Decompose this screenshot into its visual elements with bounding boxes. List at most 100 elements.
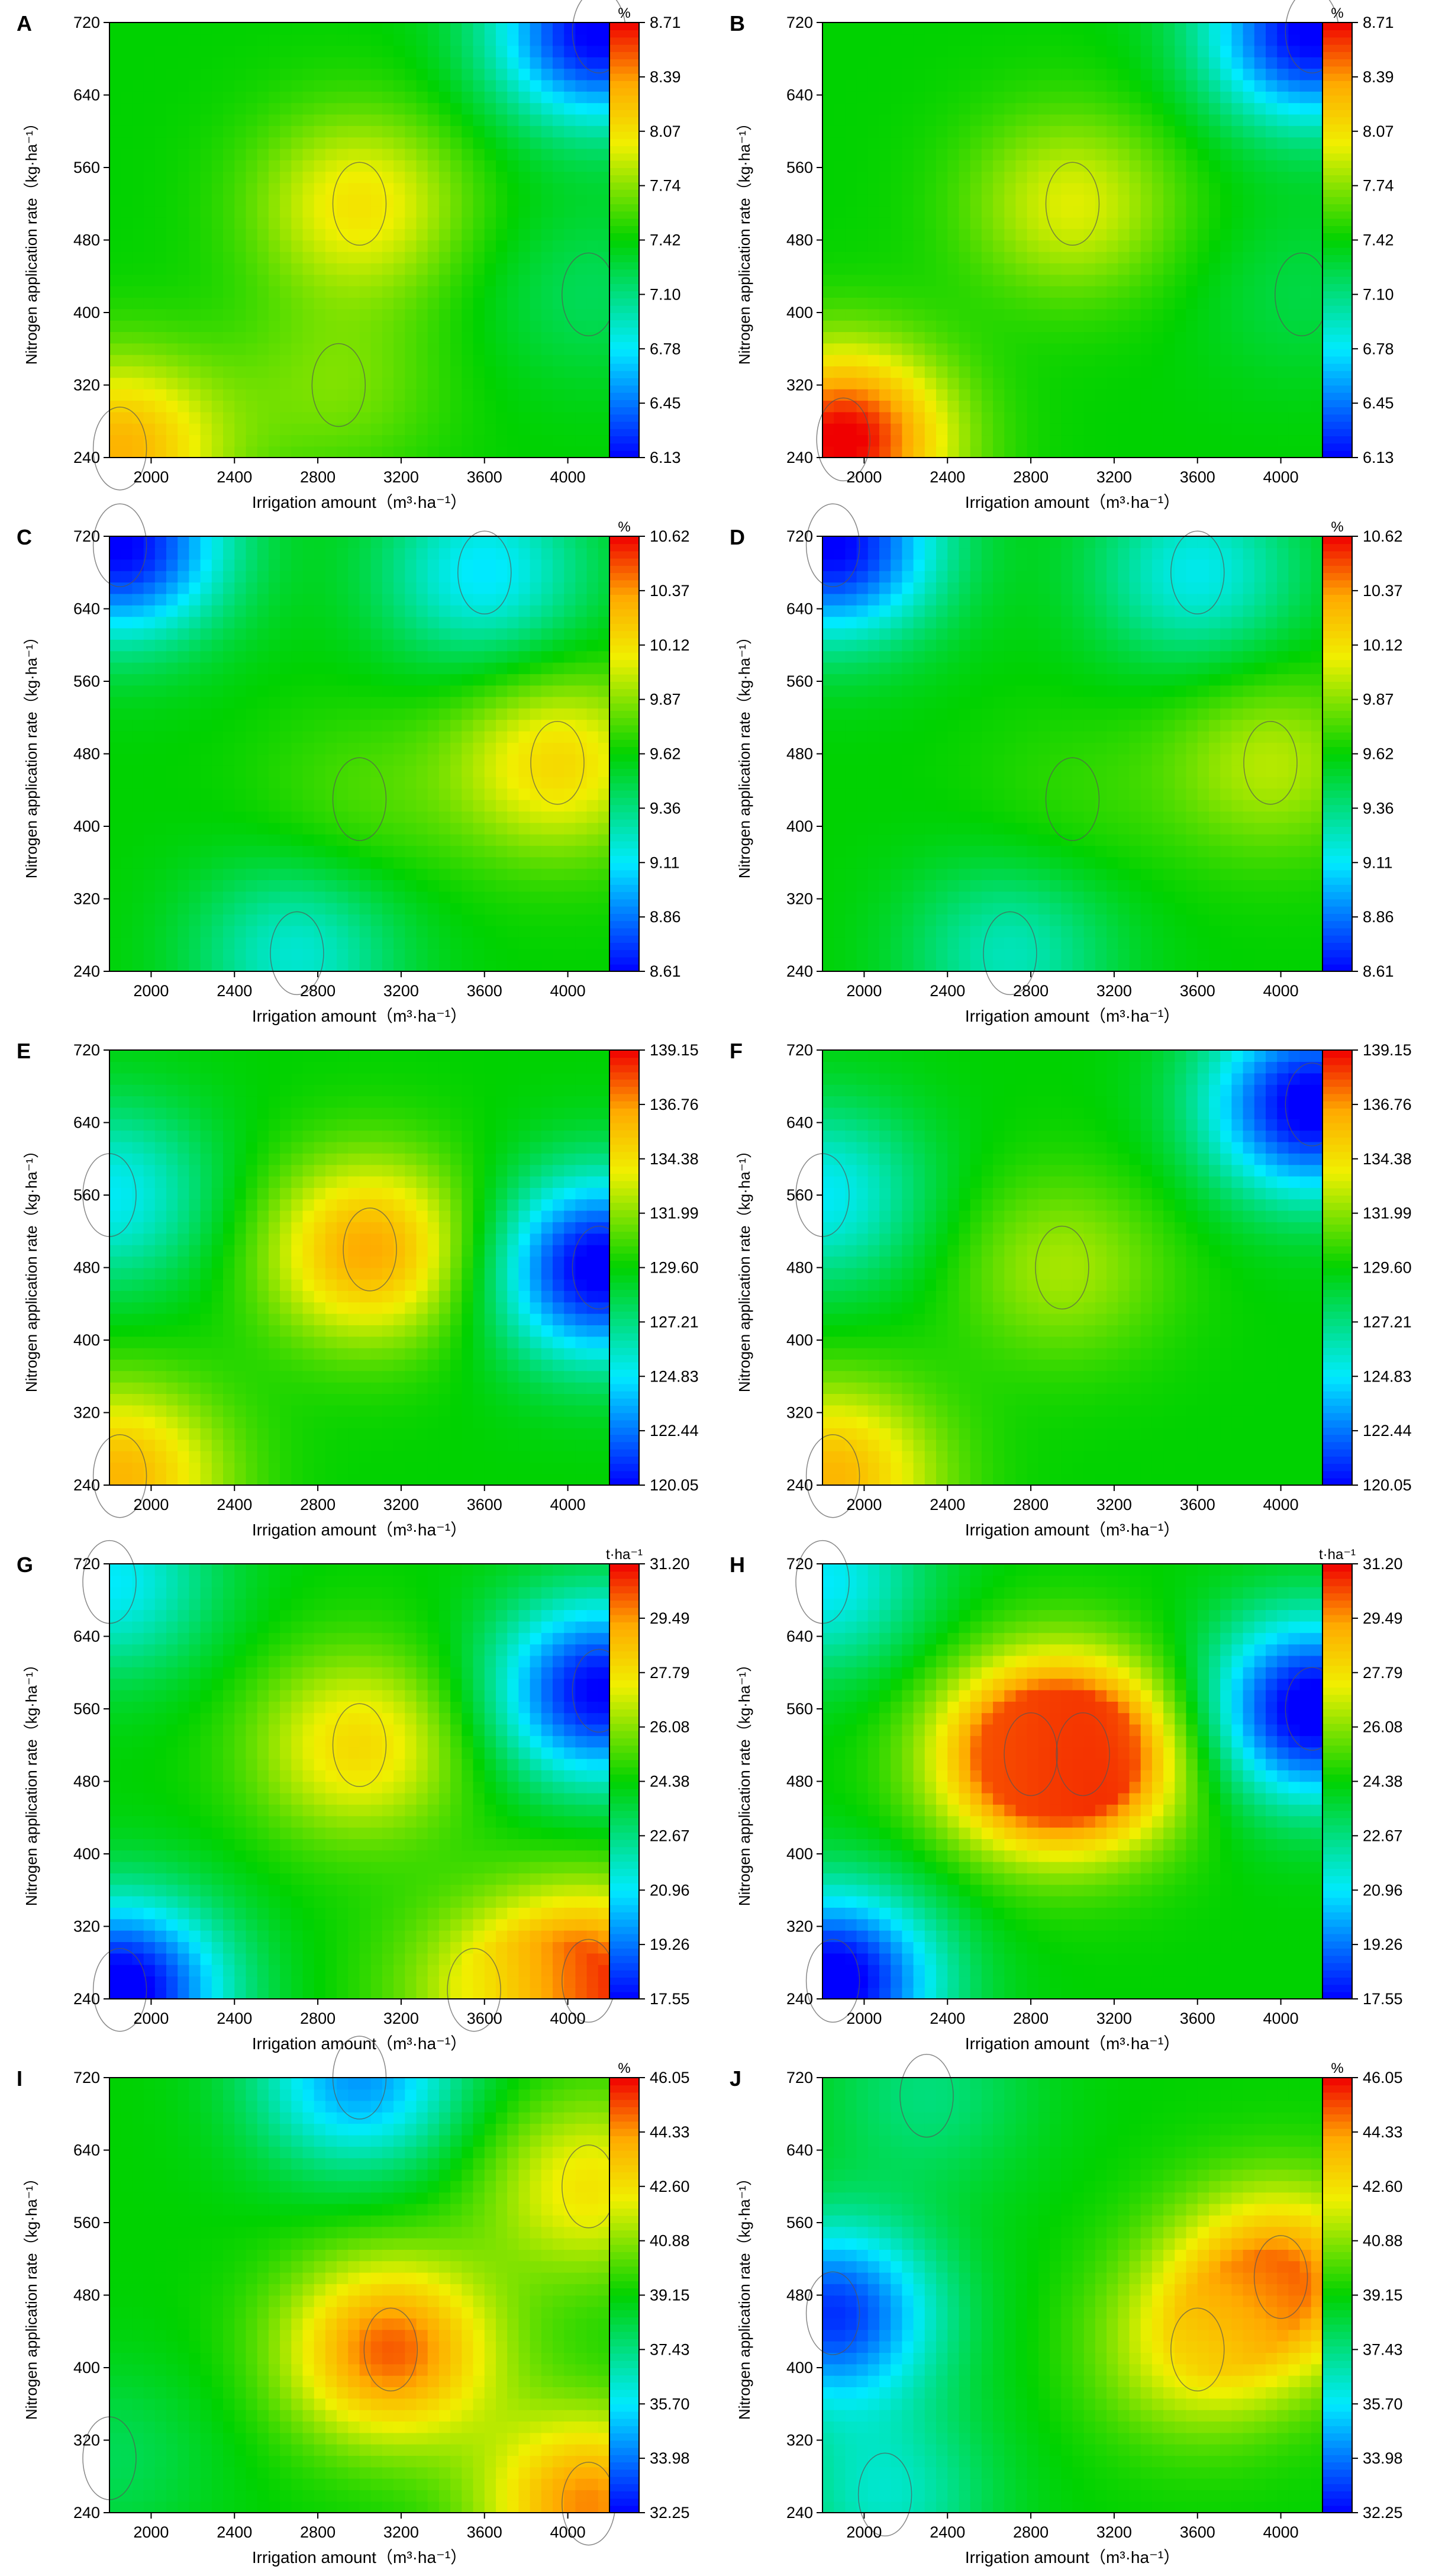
heatmap-cell: [1004, 434, 1017, 447]
heatmap-cell: [246, 446, 258, 458]
heatmap-cell: [393, 616, 406, 629]
heatmap-cell: [1027, 354, 1039, 366]
heatmap-cell: [166, 274, 178, 286]
heatmap-cell: [1072, 400, 1085, 413]
heatmap-cell: [586, 297, 599, 310]
heatmap-cell: [924, 22, 937, 35]
heatmap-cell: [970, 45, 982, 57]
heatmap-cell: [959, 343, 971, 355]
heatmap-cell: [867, 343, 880, 355]
heatmap-cell: [223, 822, 235, 835]
heatmap-cell: [902, 91, 914, 104]
heatmap-cell: [462, 856, 474, 869]
heatmap-cell: [166, 845, 178, 858]
heatmap-cell: [189, 377, 201, 389]
heatmap-cell: [598, 285, 610, 298]
heatmap-cell: [393, 948, 406, 961]
heatmap-cell: [132, 754, 144, 766]
colorbar-segment: [1322, 356, 1352, 364]
heatmap-cell: [462, 308, 474, 321]
heatmap-cell: [438, 777, 451, 789]
heatmap-cell: [530, 285, 542, 298]
heatmap-cell: [867, 251, 880, 263]
heatmap-cell: [234, 548, 247, 560]
heatmap-cell: [121, 674, 133, 686]
heatmap-cell: [223, 22, 235, 35]
heatmap-cell: [484, 582, 496, 594]
heatmap-cell: [211, 662, 224, 674]
heatmap-cell: [246, 343, 258, 355]
heatmap-cell: [1118, 34, 1130, 46]
heatmap-cell: [246, 765, 258, 777]
heatmap-cell: [1163, 217, 1176, 229]
heatmap-cell: [1004, 411, 1017, 424]
heatmap-cell: [325, 914, 337, 926]
heatmap-cell: [1163, 137, 1176, 149]
heatmap-cell: [1220, 263, 1233, 275]
heatmap-cell: [575, 400, 588, 413]
heatmap-cell: [280, 343, 292, 355]
heatmap-cell: [518, 34, 531, 46]
heatmap-cell: [143, 194, 156, 207]
heatmap-cell: [507, 217, 520, 229]
heatmap-cell: [154, 799, 167, 812]
heatmap-cell: [1163, 34, 1176, 46]
heatmap-cell: [246, 240, 258, 252]
heatmap-cell: [891, 308, 903, 321]
heatmap-cell: [325, 171, 337, 183]
heatmap-cell: [981, 308, 993, 321]
heatmap-cell: [924, 34, 937, 46]
heatmap-cell: [507, 171, 520, 183]
heatmap-cell: [359, 68, 372, 80]
heatmap-cell: [280, 868, 292, 880]
heatmap-cell: [822, 102, 834, 115]
heatmap-cell: [405, 571, 417, 583]
heatmap-cell: [143, 593, 156, 606]
heatmap-cell: [507, 616, 520, 629]
heatmap-cell: [121, 137, 133, 149]
heatmap-cell: [473, 777, 485, 789]
heatmap-cell: [970, 171, 982, 183]
heatmap-cell: [1243, 102, 1255, 115]
heatmap-cell: [1004, 331, 1017, 344]
heatmap-cell: [393, 45, 406, 57]
heatmap-cell: [879, 91, 891, 104]
heatmap-cell: [200, 263, 212, 275]
heatmap-cell: [268, 320, 280, 332]
heatmap-cell: [337, 251, 349, 263]
colorbar-segment: [1322, 276, 1352, 284]
heatmap-cell: [856, 171, 869, 183]
heatmap-cell: [348, 148, 360, 160]
heatmap-cell: [496, 446, 508, 458]
heatmap-cell: [507, 639, 520, 652]
heatmap-cell: [450, 411, 463, 424]
heatmap-cell: [211, 148, 224, 160]
heatmap-cell: [438, 742, 451, 755]
heatmap-cell: [109, 639, 121, 652]
heatmap-cell: [427, 411, 440, 424]
heatmap-cell: [1254, 423, 1266, 436]
heatmap-cell: [370, 434, 383, 447]
heatmap-cell: [1107, 343, 1119, 355]
heatmap-cell: [834, 217, 846, 229]
heatmap-cell: [1311, 137, 1323, 149]
heatmap-cell: [132, 79, 144, 92]
heatmap-cell: [325, 582, 337, 594]
heatmap-cell: [1299, 160, 1312, 172]
heatmap-cell: [132, 627, 144, 640]
heatmap-cell: [1118, 228, 1130, 241]
heatmap-cell: [913, 343, 925, 355]
heatmap-cell: [337, 434, 349, 447]
heatmap-cell: [416, 297, 428, 310]
heatmap-cell: [1140, 114, 1153, 126]
heatmap-cell: [936, 148, 948, 160]
heatmap-cell: [200, 217, 212, 229]
heatmap-cell: [913, 434, 925, 447]
heatmap-cell: [564, 446, 576, 458]
heatmap-cell: [450, 593, 463, 606]
heatmap-cell: [496, 674, 508, 686]
heatmap-cell: [496, 79, 508, 92]
heatmap-cell: [337, 194, 349, 207]
heatmap-cell: [496, 91, 508, 104]
heatmap-cell: [382, 274, 394, 286]
